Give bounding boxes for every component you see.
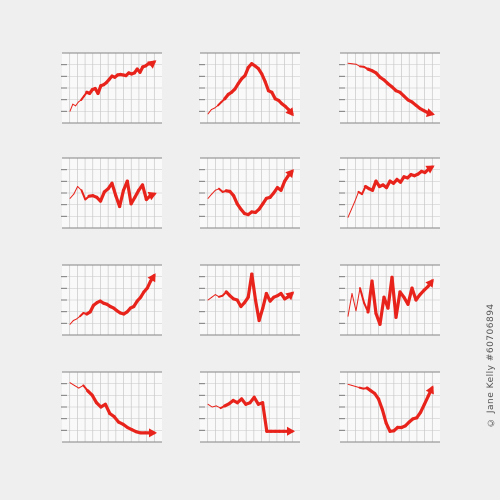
series-segment xyxy=(347,383,353,386)
chart-panel-2 xyxy=(199,52,300,124)
series-segment xyxy=(69,320,74,325)
arrowhead-icon xyxy=(425,278,434,288)
series-segment xyxy=(354,191,359,202)
series-segment xyxy=(394,290,402,319)
series-segment xyxy=(370,279,378,316)
arrowhead-icon xyxy=(147,60,157,69)
series-segment xyxy=(250,272,258,302)
chart-panel-3 xyxy=(339,52,440,124)
arrowhead-icon xyxy=(147,191,157,201)
series-segment xyxy=(376,397,384,412)
series-segment xyxy=(410,286,418,302)
series-segment xyxy=(347,62,353,65)
series-segment xyxy=(380,408,388,425)
series-segment xyxy=(279,179,287,192)
series-segment xyxy=(207,193,213,199)
arrowhead-icon xyxy=(426,108,435,117)
series-segment xyxy=(98,190,107,203)
chart-panel-4 xyxy=(61,157,162,229)
series-segment xyxy=(73,186,79,195)
series-segment xyxy=(110,181,118,198)
arrowhead-icon xyxy=(425,385,434,395)
chart-panel-8 xyxy=(199,264,300,336)
chart-panel-6 xyxy=(339,157,440,229)
series-segment xyxy=(125,179,133,206)
series-segment xyxy=(80,189,87,201)
chart-panel-7 xyxy=(61,264,162,336)
chart-panel-10 xyxy=(61,371,162,443)
series-segment xyxy=(261,291,268,310)
chart-panel-1 xyxy=(61,52,162,124)
watermark-text: © Jane Kelly #60706894 xyxy=(486,303,496,427)
series-segment xyxy=(73,384,80,389)
series-segment xyxy=(72,103,77,107)
series-segment xyxy=(390,275,398,319)
series-segment xyxy=(263,79,271,93)
arrowhead-icon xyxy=(287,426,295,436)
arrowhead-icon xyxy=(147,273,156,283)
series-segment xyxy=(69,103,74,112)
arrowhead-icon xyxy=(149,428,157,438)
series-segment xyxy=(103,402,112,416)
arrowhead-icon xyxy=(285,107,294,117)
series-segment xyxy=(261,401,269,433)
chart-panel-9 xyxy=(339,264,440,336)
arrowhead-icon xyxy=(285,291,295,301)
arrowhead-icon xyxy=(285,169,294,179)
series-segment xyxy=(211,405,217,408)
series-segment xyxy=(69,382,75,386)
series-segment xyxy=(211,189,216,195)
chart-panel-5 xyxy=(199,157,300,229)
series-segment xyxy=(207,403,213,408)
series-segment xyxy=(140,183,148,202)
series-segment xyxy=(211,294,216,298)
series-segment xyxy=(347,208,352,218)
series-segment xyxy=(75,101,79,107)
series-segment xyxy=(210,107,216,111)
chart-panel-11 xyxy=(199,371,300,443)
series-segment xyxy=(257,306,265,323)
series-segment xyxy=(351,200,356,210)
series-segment xyxy=(351,293,357,312)
arrowhead-icon xyxy=(425,165,435,174)
series-segment xyxy=(69,193,75,199)
series-segment xyxy=(351,384,357,387)
series-segment xyxy=(355,287,361,312)
series-segment xyxy=(207,109,212,115)
series-segment xyxy=(117,188,126,209)
series-segment xyxy=(347,293,353,317)
series-segment xyxy=(207,296,213,301)
chart-panel-12 xyxy=(339,371,440,443)
series-segment xyxy=(72,318,78,321)
series-segment xyxy=(378,295,386,326)
series-segment xyxy=(359,287,365,304)
